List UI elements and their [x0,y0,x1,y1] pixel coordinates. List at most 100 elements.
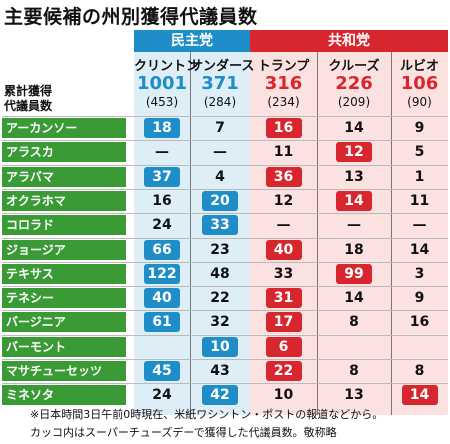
cumulative-label: 累計獲得 代議員数 [4,84,52,114]
state-label: バーモント [2,337,126,357]
winner-badge: 99 [336,264,372,284]
delegate-count: 40 [134,288,190,308]
column-divider [190,52,191,415]
delegate-count: 8 [414,363,425,379]
footnote-source: ※日本時間3日午前0時現在、米紙ワシントン・ポストの報道などから。 [30,408,384,421]
state-label: バージニア [2,312,126,332]
delegate-count: 11 [273,144,294,160]
winner-badge: 18 [144,118,180,138]
state-label: テネシー [2,288,126,308]
delegate-count: 10 [190,337,250,357]
delegate-count: 17 [250,312,317,332]
winner-badge: 61 [144,312,180,332]
delegate-count: 48 [210,266,230,282]
column-divider [391,52,392,415]
winner-badge: 66 [144,240,180,260]
delegate-count: — [155,144,169,160]
delegate-count: 16 [250,118,317,138]
winner-badge: 10 [202,337,238,357]
delegate-count: 16 [409,314,430,330]
party-header-republican: 共和党 [250,30,448,52]
row-divider [2,383,448,384]
state-label: コロラド [2,215,126,235]
winner-badge: 22 [265,361,302,381]
cumulative-label-line1: 累計獲得 [4,84,53,98]
delegate-count: — [276,217,291,233]
winner-badge: 40 [265,240,302,260]
state-label: オクラホマ [2,191,126,211]
row-divider [2,262,448,263]
party-header-democratic: 民主党 [134,30,250,52]
state-label: アラスカ [2,142,126,162]
delegate-count: 23 [210,242,230,258]
delegate-count: 66 [134,240,190,260]
delegate-count [134,337,190,357]
delegate-count [391,337,448,357]
candidate-total: 1001 [136,73,188,94]
row-divider [2,310,448,311]
delegate-count: 1 [414,169,425,185]
state-label: アーカンソー [2,118,126,138]
delegate-count [317,337,391,357]
delegate-count: 24 [152,387,172,403]
delegate-count: 9 [414,290,425,306]
row-divider [2,189,448,190]
winner-badge: 40 [144,288,180,308]
delegate-count: 122 [134,264,190,284]
delegate-count: 8 [349,363,359,379]
delegate-count: — [213,144,227,160]
delegate-count: 22 [210,290,230,306]
delegate-count: 33 [190,215,250,235]
candidate-super-tuesday: (209) [337,95,371,109]
delegate-count: 8 [349,314,359,330]
delegate-count: — [412,217,427,233]
candidate-super-tuesday: (90) [407,95,432,109]
column-divider [317,52,318,415]
delegate-count: 12 [317,142,391,162]
row-divider [2,359,448,360]
delegate-count: 14 [344,290,364,306]
winner-badge: 45 [144,361,180,381]
delegate-count: 18 [134,118,190,138]
candidate-total: 226 [335,73,373,94]
row-divider [2,238,448,239]
winner-badge: 17 [265,312,302,332]
delegate-count: 3 [414,266,425,282]
candidate-super-tuesday: (234) [267,95,300,109]
delegate-count: 13 [344,169,364,185]
winner-badge: 31 [265,288,302,308]
row-divider [2,165,448,166]
candidate-name: クリントン [134,59,200,74]
winner-badge: 37 [144,167,180,187]
delegate-count: 14 [344,120,364,136]
state-label: ミネソタ [2,385,126,405]
footnote-parenthesis: カッコ内はスーパーチューズデーで獲得した代議員数。敬称略 [30,426,337,439]
state-label: アラバマ [2,167,126,187]
candidate-super-tuesday: (284) [203,95,237,109]
winner-badge: 14 [401,385,438,405]
delegate-count: 24 [152,217,172,233]
delegate-count: 10 [273,387,294,403]
delegate-count: 99 [317,264,391,284]
winner-badge: 20 [202,191,238,211]
delegate-count: 14 [391,385,448,405]
delegate-count: 32 [210,314,230,330]
delegate-count: 43 [210,363,230,379]
delegate-count: 18 [344,242,364,258]
winner-badge: 14 [336,191,372,211]
delegate-count: 9 [414,120,425,136]
candidate-total: 106 [400,73,439,94]
delegate-count: 4 [215,169,225,185]
delegate-count: — [347,217,361,233]
state-label: マサチューセッツ [2,361,126,381]
delegate-count: 37 [134,167,190,187]
candidate-name: サンダース [190,59,255,74]
delegate-count: 61 [134,312,190,332]
chart-title: 主要候補の州別獲得代議員数 [4,6,258,28]
winner-badge: 12 [336,142,372,162]
delegate-count: 31 [250,288,317,308]
delegate-count: 12 [273,193,294,209]
delegate-count: 40 [250,240,317,260]
candidate-super-tuesday: (453) [145,95,179,109]
winner-badge: 33 [202,215,238,235]
